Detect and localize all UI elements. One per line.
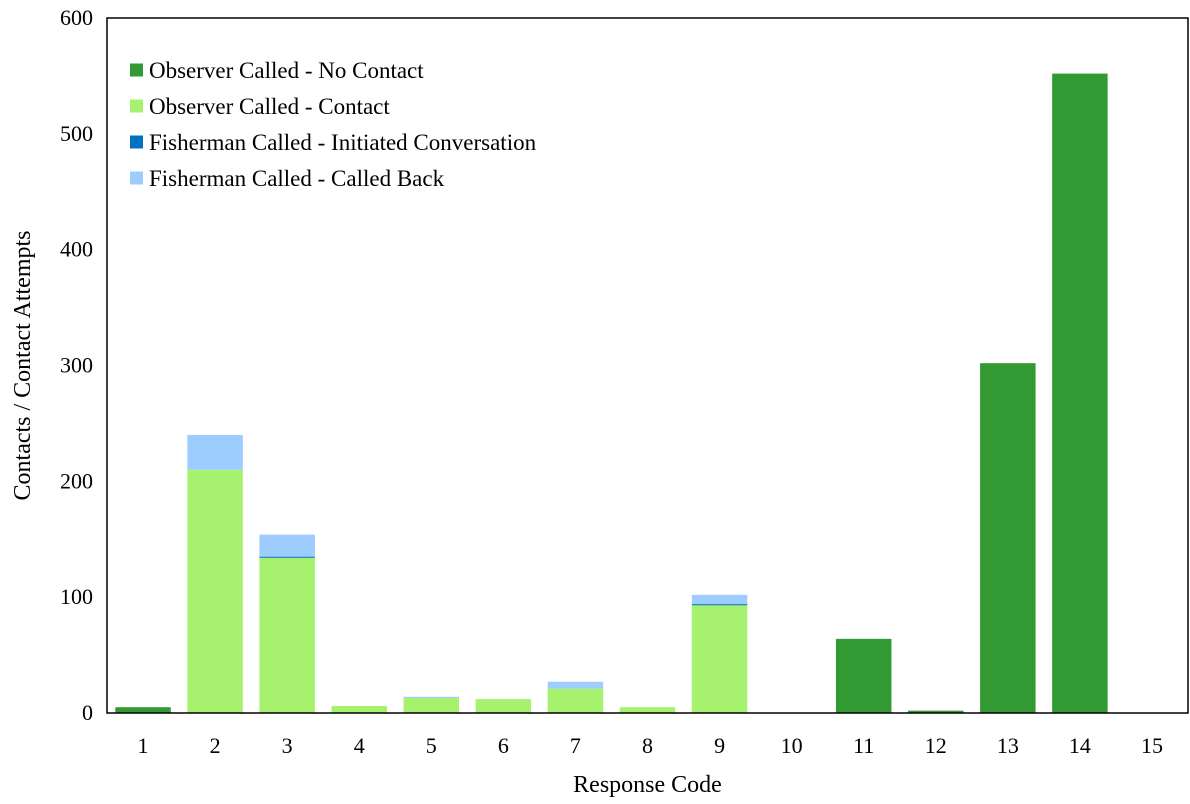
- y-tick-label: 200: [60, 468, 93, 493]
- bars-layer: [115, 73, 1108, 714]
- x-tick-label: 9: [714, 733, 725, 758]
- x-tick-label: 5: [426, 733, 437, 758]
- bar-code-9-series-3: [691, 604, 748, 606]
- x-tick-label: 10: [781, 733, 803, 758]
- bar-code-8-series-2: [619, 707, 676, 713]
- legend-label: Fisherman Called - Initiated Conversatio…: [149, 130, 537, 155]
- legend-swatch: [130, 135, 143, 149]
- x-tick-label: 11: [853, 733, 874, 758]
- x-tick-label: 1: [138, 733, 149, 758]
- y-tick-label: 400: [60, 237, 93, 262]
- legend-swatch: [130, 99, 143, 113]
- bar-code-14-series-1: [1052, 73, 1108, 714]
- bar-code-9-series-2: [691, 605, 748, 713]
- y-axis-ticks: 0 100 200 300 400 500 600: [60, 5, 93, 725]
- legend: Observer Called - No Contact Observer Cal…: [130, 58, 537, 191]
- legend-swatch: [130, 63, 143, 77]
- y-tick-label: 600: [60, 5, 93, 30]
- y-tick-label: 300: [60, 353, 93, 378]
- bar-code-5-series-2: [403, 697, 460, 713]
- x-tick-label: 4: [354, 733, 365, 758]
- y-tick-label: 500: [60, 121, 93, 146]
- bar-code-12-series-1: [908, 710, 964, 713]
- bar-code-1-series-1: [115, 707, 171, 713]
- x-tick-label: 15: [1141, 733, 1163, 758]
- x-tick-label: 7: [570, 733, 581, 758]
- bar-code-3-series-4: [259, 534, 315, 557]
- bar-code-2-series-2: [187, 469, 243, 713]
- x-tick-label: 2: [210, 733, 221, 758]
- x-tick-label: 8: [642, 733, 653, 758]
- x-axis-title: Response Code: [573, 772, 722, 798]
- y-tick-label: 100: [60, 584, 93, 609]
- plot-area-frame: [106, 17, 1189, 714]
- bar-code-3-series-2: [259, 557, 315, 713]
- bar-code-7-series-4: [547, 681, 604, 689]
- bar-code-6-series-2: [475, 699, 532, 713]
- bar-code-13-series-1: [980, 363, 1036, 713]
- legend-label: Observer Called - Contact: [149, 94, 390, 119]
- x-tick-label: 13: [997, 733, 1019, 758]
- y-axis-title: Contacts / Contact Attempts: [10, 231, 36, 501]
- x-tick-label: 3: [282, 733, 293, 758]
- x-tick-label: 6: [498, 733, 509, 758]
- bar-code-9-series-4: [691, 594, 748, 605]
- bar-code-5-series-4: [403, 696, 460, 698]
- bar-code-7-series-2: [547, 688, 604, 713]
- x-axis-ticks: 1 2 3 4 5 6 7 8 9 10 11 12 13 14 15: [138, 733, 1163, 758]
- x-tick-label: 14: [1069, 733, 1091, 758]
- legend-label: Observer Called - No Contact: [149, 58, 424, 83]
- bar-code-3-series-3: [259, 556, 315, 558]
- bar-code-4-series-2: [331, 706, 387, 713]
- legend-swatch: [130, 171, 143, 185]
- y-tick-label: 0: [82, 700, 93, 725]
- x-tick-label: 12: [925, 733, 947, 758]
- bar-code-11-series-1: [835, 638, 892, 713]
- legend-label: Fisherman Called - Called Back: [149, 166, 445, 191]
- bar-code-2-series-4: [187, 435, 243, 470]
- axes-layer: [106, 17, 1189, 714]
